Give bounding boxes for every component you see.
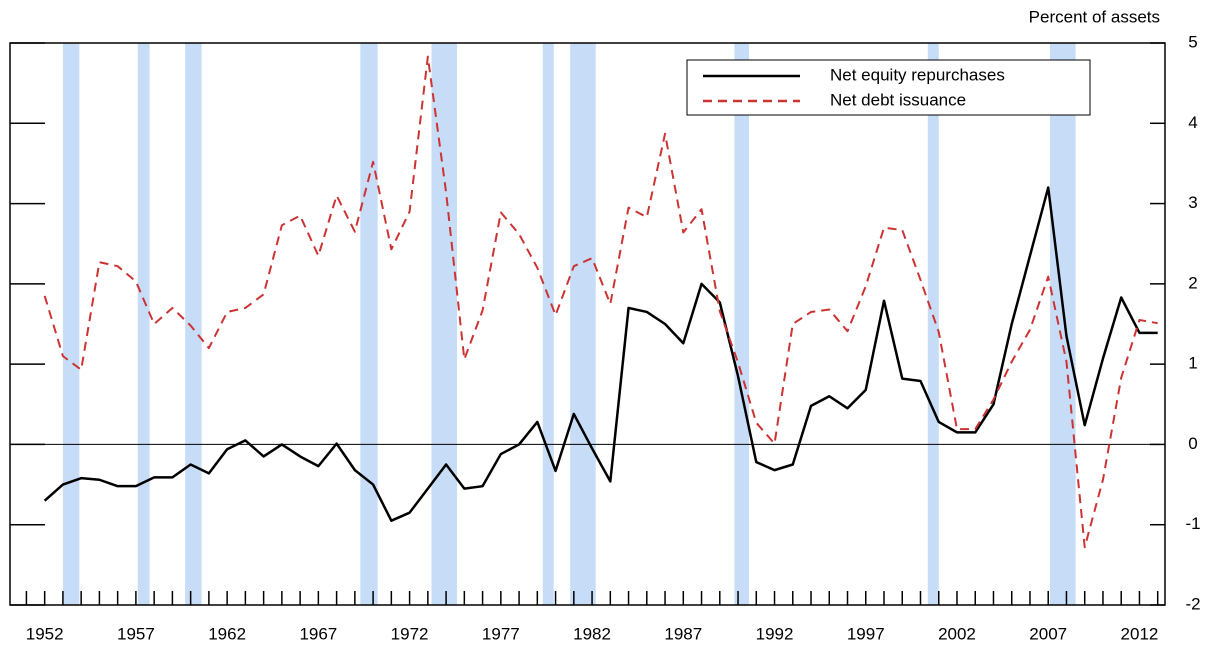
series-line (43, 186, 1158, 522)
y-tick-label: -1 (1185, 514, 1200, 533)
recession-band (1050, 43, 1076, 605)
y-tick-label: 3 (1188, 193, 1197, 212)
x-tick-label: 1972 (391, 624, 429, 643)
x-tick-label: 1952 (26, 624, 64, 643)
recession-band (542, 43, 554, 605)
legend-label: Net debt issuance (830, 90, 966, 109)
y-tick-label: 1 (1188, 354, 1197, 373)
x-tick-label: 1982 (573, 624, 611, 643)
y-tick-label: 4 (1188, 113, 1197, 132)
y-tick-label: -2 (1185, 594, 1200, 613)
x-tick-label: 1997 (847, 624, 885, 643)
recession-band (927, 43, 939, 605)
legend-box (686, 59, 1091, 116)
x-tick-label: 2012 (1121, 624, 1159, 643)
x-tick-label: 1967 (299, 624, 337, 643)
x-tick-label: 1957 (117, 624, 155, 643)
y-tick-label: 5 (1188, 32, 1197, 51)
x-tick-label: 2002 (938, 624, 976, 643)
legend-label: Net equity repurchases (830, 65, 1005, 84)
recession-band (360, 43, 378, 605)
x-tick-label: 1962 (208, 624, 246, 643)
y-axis-label: Percent of assets (1029, 7, 1160, 26)
x-tick-label: 1987 (664, 624, 702, 643)
x-tick-label: 2007 (1029, 624, 1067, 643)
recession-band (431, 43, 458, 605)
y-tick-label: 0 (1188, 434, 1197, 453)
y-tick-label: 2 (1188, 273, 1197, 292)
series-line (43, 55, 1158, 549)
recession-band (570, 43, 596, 605)
recession-band (734, 43, 749, 605)
plot-frame (9, 42, 1166, 606)
recession-band (62, 43, 80, 605)
recession-band (137, 43, 150, 605)
x-tick-label: 1977 (482, 624, 520, 643)
x-tick-label: 1992 (756, 624, 794, 643)
